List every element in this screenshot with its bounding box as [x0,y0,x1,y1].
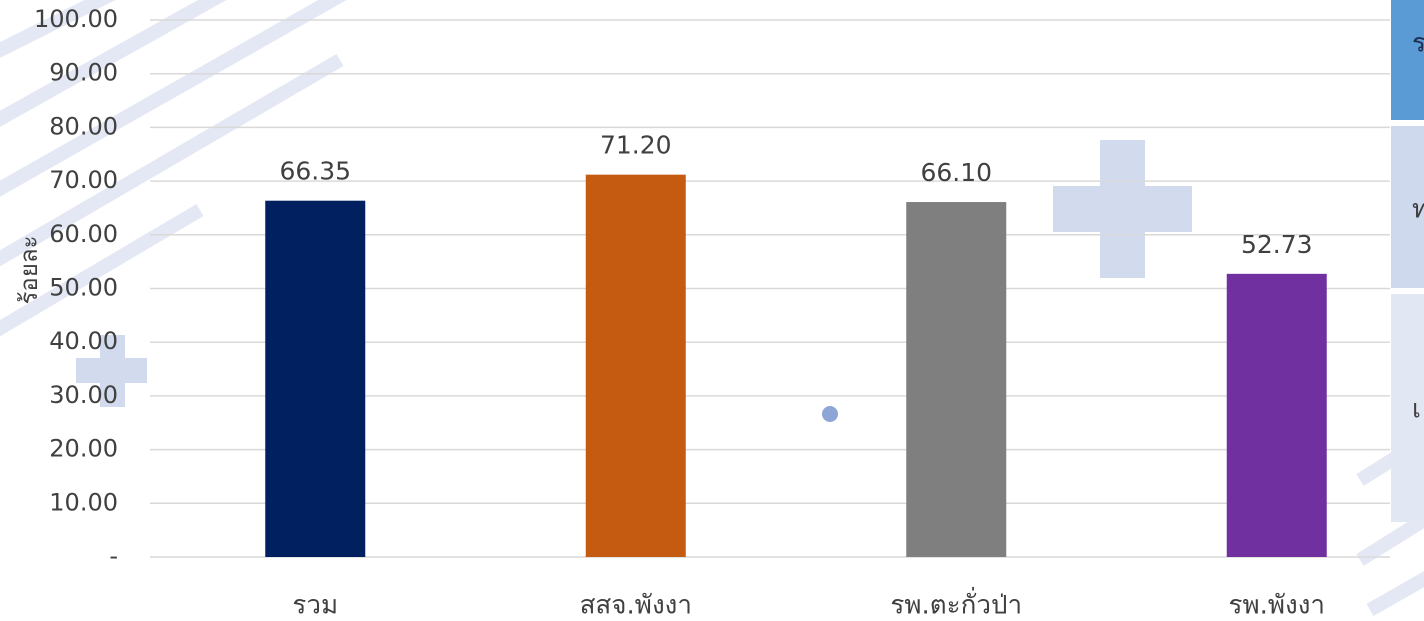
x-tick-label: สสจ.พังงา [580,591,692,621]
y-tick-label: 90.00 [49,59,118,87]
table-cell: เ [1412,395,1421,425]
value-label: 52.73 [1241,230,1313,259]
y-tick-label: 60.00 [49,220,118,248]
y-tick-label: 30.00 [49,381,118,409]
bar [585,174,686,557]
dot-decor [822,406,838,422]
y-tick-label: 70.00 [49,166,118,194]
y-tick-label: 50.00 [49,274,118,302]
bar [1226,273,1327,557]
value-label: 66.10 [920,158,992,187]
y-axis-label: ร้อยละ [15,236,43,305]
table-cell: ท [1412,195,1424,225]
x-tick-label: รพ.ตะกั่วป่า [890,587,1022,621]
plus-decor [76,140,1192,407]
bar [906,202,1007,557]
y-tick-label: 80.00 [49,112,118,140]
x-tick-label: รพ.พังงา [1229,591,1326,621]
table-cell: ร [1412,29,1424,59]
value-label: 66.35 [279,157,351,186]
y-tick-label: 20.00 [49,435,118,463]
y-tick-label: 40.00 [49,327,118,355]
y-tick-label: 10.00 [49,488,118,516]
y-tick-label: - [109,542,118,570]
side-table: ร ท เ [1391,0,1424,522]
y-tick-label: 100.00 [34,5,118,33]
bar [265,200,366,557]
value-label: 71.20 [600,131,672,160]
x-tick-label: รวม [292,591,338,621]
